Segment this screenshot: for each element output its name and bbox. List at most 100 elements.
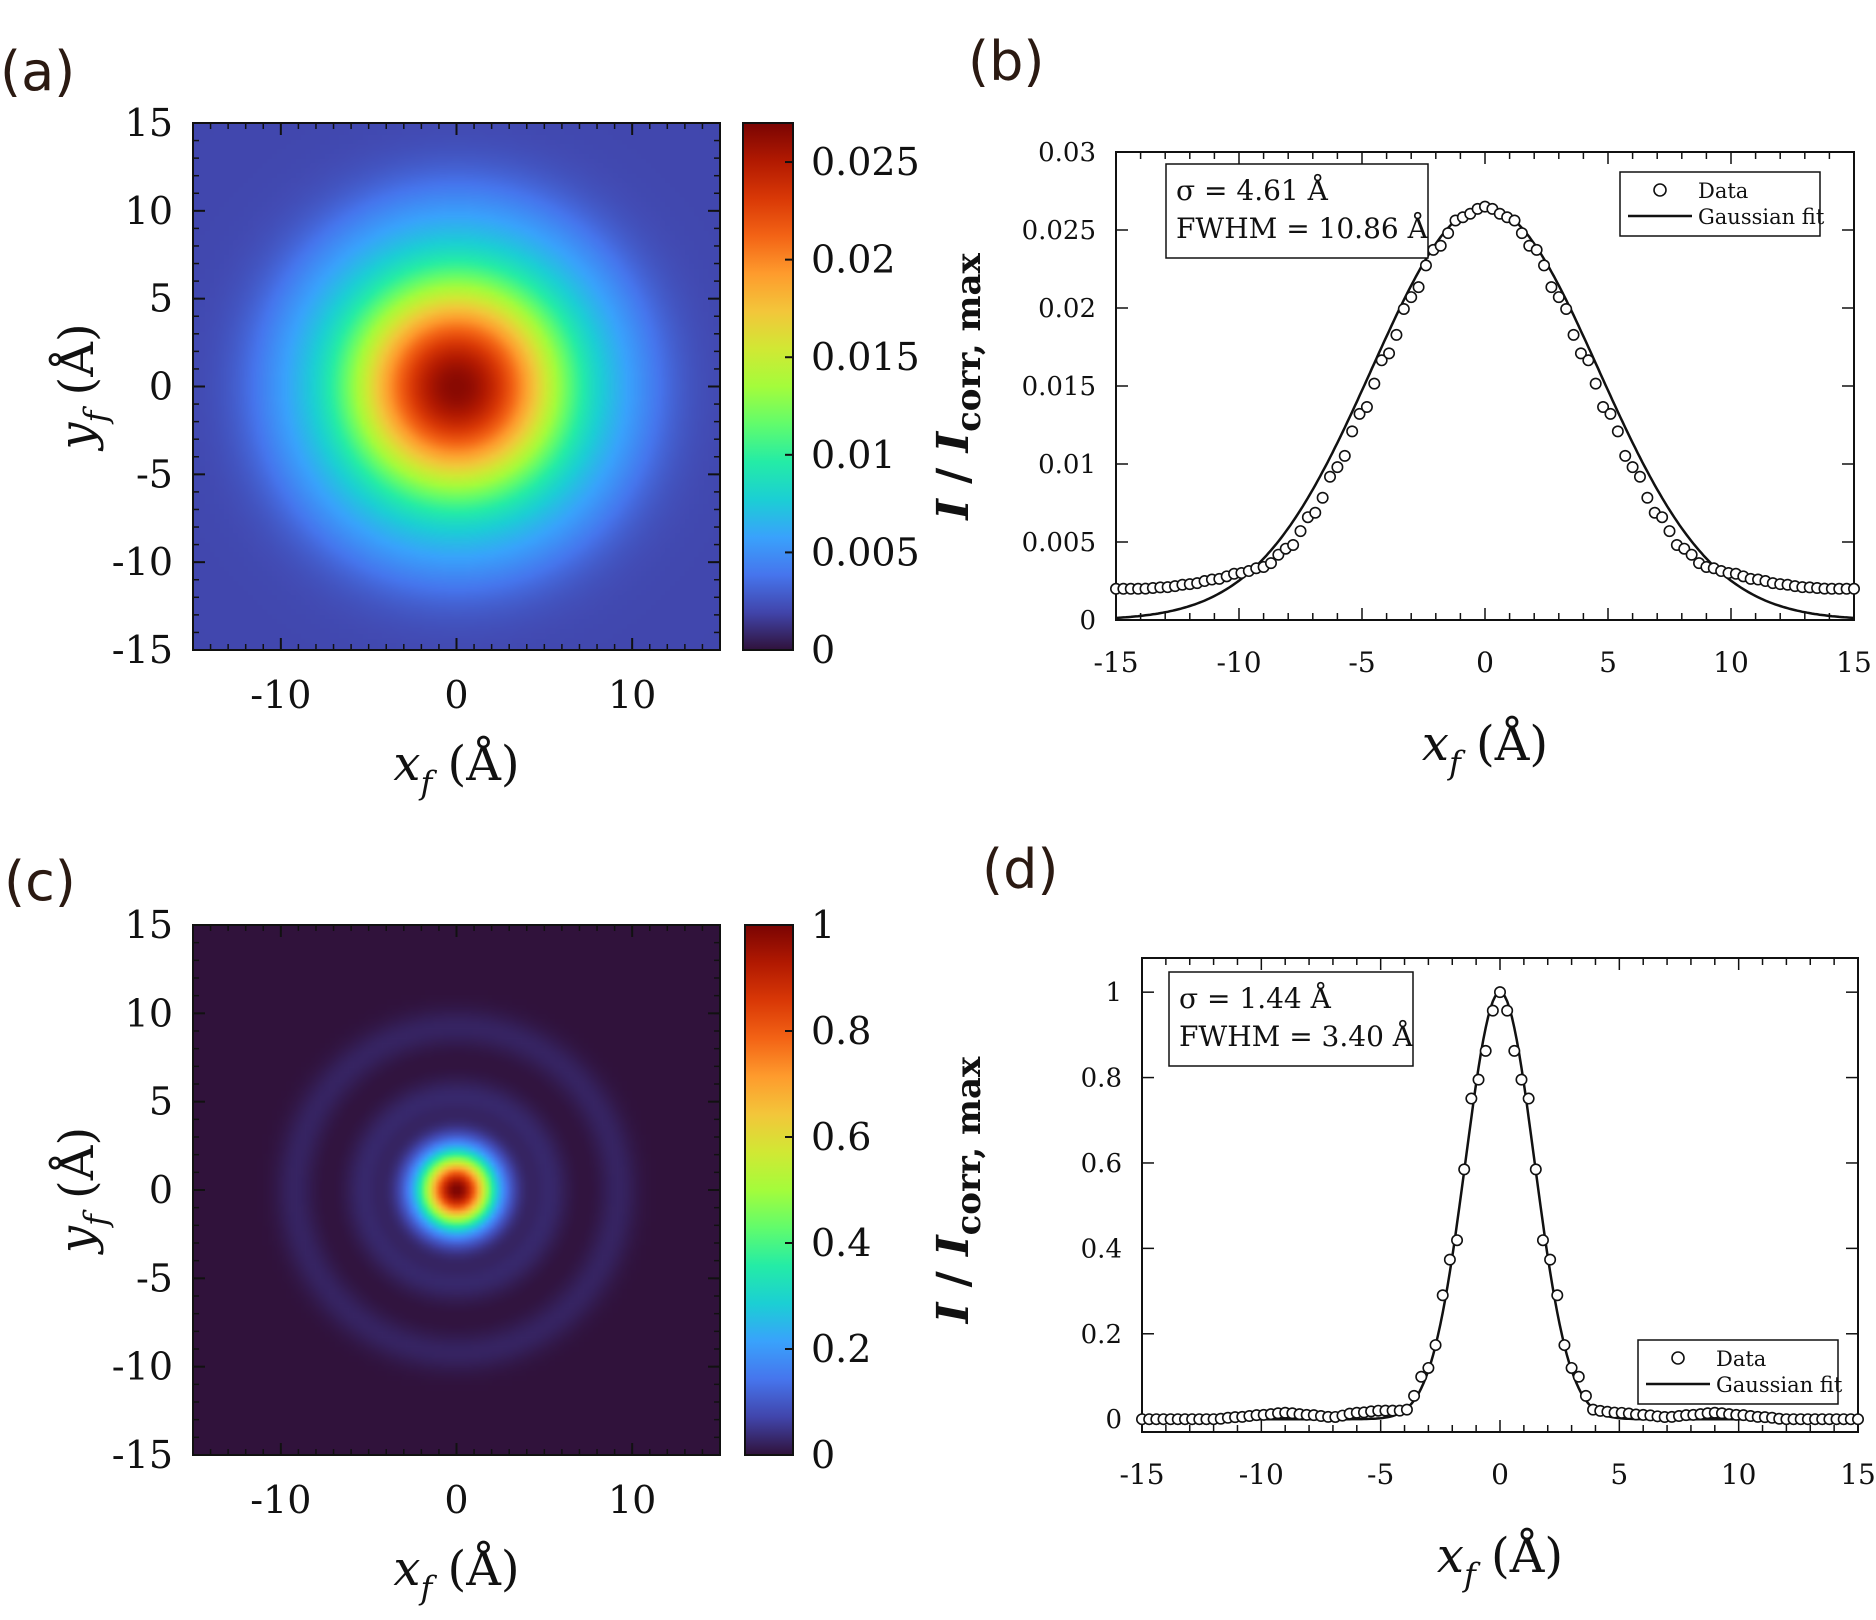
x-tick-label: 10	[608, 673, 656, 717]
data-point	[1324, 470, 1337, 483]
data-point	[1353, 407, 1366, 420]
data-point	[1567, 328, 1580, 341]
data-point	[1508, 214, 1521, 227]
y-tick-label: -10	[112, 1345, 173, 1389]
y-tick-label: 5	[149, 277, 173, 321]
y-tick-label: 0	[1105, 1405, 1122, 1435]
x-tick-label: -10	[250, 673, 311, 717]
legend-box	[1619, 171, 1821, 237]
data-point	[1551, 1289, 1564, 1302]
annotation-box	[1165, 163, 1429, 259]
data-point	[1368, 377, 1381, 390]
colorbar-label-text: I / Icorr, max	[928, 1056, 989, 1325]
colorbar-tick-label: 0.01	[811, 433, 896, 477]
y-tick-label: -10	[112, 540, 173, 584]
data-point	[1472, 1073, 1485, 1086]
data-point	[1558, 1339, 1571, 1352]
y-tick-label: 0.015	[1022, 372, 1096, 402]
colorbar-tick-label: 0	[811, 1433, 835, 1477]
data-point	[1442, 227, 1455, 240]
x-tick-label: -15	[1093, 646, 1138, 679]
y-tick-label: 0	[1079, 606, 1096, 636]
data-point	[1494, 986, 1507, 999]
data-point	[1529, 1163, 1542, 1176]
data-point	[1294, 525, 1307, 538]
y-tick-label: -5	[136, 452, 173, 496]
data-point	[1309, 506, 1322, 519]
y-tick-label: -15	[112, 1433, 173, 1477]
y-tick-label: 0	[149, 1168, 173, 1212]
colorbar-label: I / Icorr, max	[928, 1056, 989, 1325]
data-point	[1848, 582, 1861, 595]
y-axis-label-text: yf (Å)	[48, 1127, 115, 1255]
data-point	[1434, 239, 1447, 252]
y-tick-label: 15	[125, 101, 173, 145]
data-point	[1538, 259, 1551, 272]
x-tick-label: 10	[1721, 1458, 1757, 1491]
data-point	[1443, 1253, 1456, 1266]
y-tick-label: -5	[136, 1256, 173, 1300]
data-point	[1656, 511, 1669, 524]
data-point	[1419, 259, 1432, 272]
x-tick-label: 0	[444, 673, 468, 717]
y-tick-label: 0.2	[1081, 1320, 1122, 1350]
data-point	[1264, 557, 1277, 570]
data-point	[1390, 328, 1403, 341]
data-point	[1582, 354, 1595, 367]
annotation-text: FWHM = 3.40 Å	[1179, 1020, 1414, 1053]
panel-label-a: (a)	[0, 40, 75, 103]
y-axis-label-text: yf (Å)	[48, 323, 115, 451]
data-point	[1501, 1004, 1514, 1017]
panel-label-b: (b)	[968, 30, 1044, 93]
colorbar-tick-label: 0.015	[811, 335, 920, 379]
colorbar-tick-label: 1	[811, 903, 835, 947]
y-tick-label: 15	[125, 903, 173, 947]
data-point	[1589, 377, 1602, 390]
data-point	[1515, 227, 1528, 240]
data-point	[1508, 1044, 1521, 1057]
x-tick-label: 0	[444, 1478, 468, 1522]
x-tick-label: -5	[1348, 646, 1375, 679]
heatmap-panel-a: -10 0 10 15 10 5 0 -5 -10 -15 xf (Å) yf (Å) 0.025 0.0…	[48, 101, 989, 802]
data-point	[1663, 525, 1676, 538]
data-point	[1597, 401, 1610, 414]
data-point	[1560, 302, 1573, 315]
x-tick-label: -10	[1216, 646, 1261, 679]
x-axis-label-text: xf (Å)	[393, 735, 519, 802]
data-point	[1565, 1361, 1578, 1374]
colorbar-tick-label: 0	[811, 628, 835, 672]
x-axis-label: xf (Å)	[1422, 715, 1548, 782]
data-point	[1412, 281, 1425, 294]
data-point	[1545, 281, 1558, 294]
annotation-box	[1168, 971, 1414, 1067]
data-point	[1338, 449, 1351, 462]
data-point	[1572, 1370, 1585, 1383]
annotation-text: σ = 4.61 Å	[1176, 174, 1329, 207]
data-point	[1685, 548, 1698, 561]
x-axis-label-text: xf (Å)	[393, 1540, 519, 1607]
x-tick-label: 0	[1491, 1458, 1509, 1491]
colorbar-tick-label: 0.02	[811, 238, 896, 282]
legend-box	[1637, 1339, 1839, 1405]
data-point	[1429, 1339, 1442, 1352]
annotation-text: σ = 1.44 Å	[1179, 982, 1332, 1015]
data-point	[1604, 407, 1617, 420]
heatmap-image	[193, 925, 720, 1455]
x-tick-label: 5	[1599, 646, 1617, 679]
data-point	[1451, 1234, 1464, 1247]
x-axis-label-text: xf (Å)	[1437, 1527, 1563, 1594]
x-axis-label: xf (Å)	[1437, 1527, 1563, 1594]
colorbar-tick-label: 0.005	[811, 530, 920, 574]
y-tick-label: 1	[1105, 978, 1122, 1008]
y-tick-label: 0.01	[1038, 450, 1096, 480]
data-point	[1360, 401, 1373, 414]
y-tick-label: -15	[112, 628, 173, 672]
colorbar-tick-label: 0.8	[811, 1009, 871, 1053]
x-tick-label: -10	[1239, 1458, 1284, 1491]
panel-label-c: (c)	[4, 850, 76, 913]
data-point	[1465, 1092, 1478, 1105]
data-point	[1530, 243, 1543, 256]
panel-label-d: (d)	[982, 838, 1058, 901]
legend-label-data: Data	[1716, 1347, 1766, 1371]
colorbar	[744, 924, 794, 1456]
